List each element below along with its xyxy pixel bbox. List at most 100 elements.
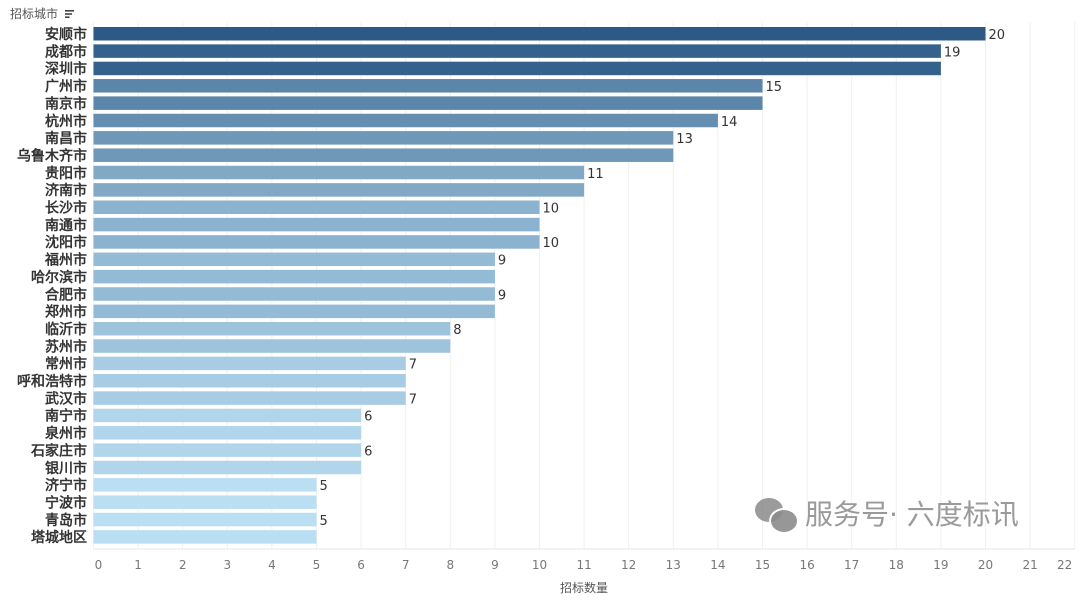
data-label: 9 xyxy=(498,288,506,303)
bar[interactable] xyxy=(93,512,317,527)
y-tick-label: 济宁市 xyxy=(45,477,87,494)
bar[interactable] xyxy=(93,131,674,145)
y-tick-label: 哈尔滨市 xyxy=(31,269,87,286)
x-tick-label: 12 xyxy=(621,558,636,572)
y-tick-label: 南京市 xyxy=(45,95,87,112)
data-label: 7 xyxy=(409,392,417,407)
watermark-text: 服务号· 六度标讯 xyxy=(805,498,1019,531)
data-label: 7 xyxy=(409,358,417,373)
y-tick-label: 沈阳市 xyxy=(45,234,87,251)
bar[interactable] xyxy=(93,443,362,457)
y-tick-label: 南宁市 xyxy=(45,408,87,425)
data-label: 9 xyxy=(498,254,506,269)
bar[interactable] xyxy=(93,530,317,544)
y-tick-label: 石家庄市 xyxy=(30,442,87,459)
x-tick-label: 6 xyxy=(357,558,365,572)
data-label: 11 xyxy=(587,167,604,182)
y-tick-label: 合肥市 xyxy=(45,286,87,303)
x-tick-label: 19 xyxy=(933,558,948,572)
y-tick-label: 福州市 xyxy=(44,252,87,269)
data-label: 6 xyxy=(364,410,372,425)
x-tick-label: 15 xyxy=(755,558,770,572)
bar[interactable] xyxy=(93,113,718,128)
bar[interactable] xyxy=(93,148,674,162)
data-label: 6 xyxy=(364,444,372,459)
y-tick-label: 济南市 xyxy=(45,182,87,199)
y-tick-label: 银川市 xyxy=(45,460,87,477)
y-tick-label: 呼和浩特市 xyxy=(17,373,87,390)
y-tick-label: 宁波市 xyxy=(45,494,87,511)
y-tick-label: 青岛市 xyxy=(45,512,87,529)
data-label: 19 xyxy=(944,45,961,60)
y-tick-label: 广州市 xyxy=(45,78,87,95)
y-tick-label: 塔城地区 xyxy=(31,529,87,546)
data-label: 15 xyxy=(766,80,783,95)
bar[interactable] xyxy=(93,44,941,58)
y-tick-label: 长沙市 xyxy=(45,200,87,217)
bar[interactable] xyxy=(93,460,362,475)
y-tick-label: 深圳市 xyxy=(45,61,87,78)
x-tick-label: 18 xyxy=(889,558,904,572)
data-label: 20 xyxy=(989,28,1006,43)
watermark: 服务号· 六度标讯 xyxy=(755,498,1019,534)
bar[interactable] xyxy=(93,339,451,353)
x-tick-label: 22 xyxy=(1057,558,1072,572)
sort-icon[interactable] xyxy=(65,10,74,18)
bar[interactable] xyxy=(93,165,585,180)
bar[interactable] xyxy=(93,200,540,215)
x-tick-label: 17 xyxy=(844,558,859,572)
y-tick-label: 乌鲁木齐市 xyxy=(17,147,87,164)
y-tick-label: 南昌市 xyxy=(45,130,87,147)
bar[interactable] xyxy=(93,408,362,423)
x-tick-label: 11 xyxy=(576,558,591,572)
x-tick-label: 0 xyxy=(95,558,103,572)
data-label: 8 xyxy=(453,323,461,338)
bar[interactable] xyxy=(93,495,317,509)
y-tick-label: 泉州市 xyxy=(45,425,87,442)
bar[interactable] xyxy=(93,252,495,267)
y-tick-label: 苏州市 xyxy=(45,338,87,355)
y-tick-label: 安顺市 xyxy=(45,26,87,43)
bar[interactable] xyxy=(93,356,406,371)
bar[interactable] xyxy=(93,287,495,301)
x-tick-label: 4 xyxy=(268,558,276,572)
x-axis-title: 招标数量 xyxy=(560,580,608,595)
y-tick-label: 南通市 xyxy=(45,217,87,234)
x-tick-label: 10 xyxy=(532,558,547,572)
x-tick-label: 13 xyxy=(666,558,681,572)
y-tick-label: 杭州市 xyxy=(45,113,87,130)
bar[interactable] xyxy=(93,426,362,440)
x-tick-label: 16 xyxy=(799,558,814,572)
x-tick-label: 7 xyxy=(402,558,410,572)
bar[interactable] xyxy=(93,217,540,232)
bar[interactable] xyxy=(93,61,941,76)
x-tick-label: 20 xyxy=(978,558,993,572)
y-tick-label: 常州市 xyxy=(45,356,87,373)
bar[interactable] xyxy=(93,96,763,110)
y-tick-label: 临沂市 xyxy=(45,321,87,338)
bar[interactable] xyxy=(93,321,451,336)
data-label: 5 xyxy=(320,514,328,529)
data-label: 10 xyxy=(543,236,560,251)
bar[interactable] xyxy=(93,79,763,93)
bar[interactable] xyxy=(93,27,986,41)
x-tick-label: 5 xyxy=(313,558,321,572)
bar[interactable] xyxy=(93,374,406,388)
data-label: 14 xyxy=(721,115,738,130)
bar[interactable] xyxy=(93,269,495,284)
x-tick-label: 3 xyxy=(223,558,231,572)
y-tick-label: 贵阳市 xyxy=(45,165,87,182)
y-axis-title: 招标城市 xyxy=(10,6,58,21)
bar[interactable] xyxy=(93,478,317,492)
x-tick-label: 14 xyxy=(710,558,725,572)
bar[interactable] xyxy=(93,391,406,405)
y-tick-label: 武汉市 xyxy=(45,390,87,407)
data-label: 10 xyxy=(543,202,560,217)
x-tick-label: 9 xyxy=(491,558,499,572)
bar[interactable] xyxy=(93,183,585,197)
wechat-icon xyxy=(755,498,799,534)
y-tick-label: 成都市 xyxy=(45,43,87,60)
bar[interactable] xyxy=(93,235,540,249)
bar[interactable] xyxy=(93,304,495,319)
